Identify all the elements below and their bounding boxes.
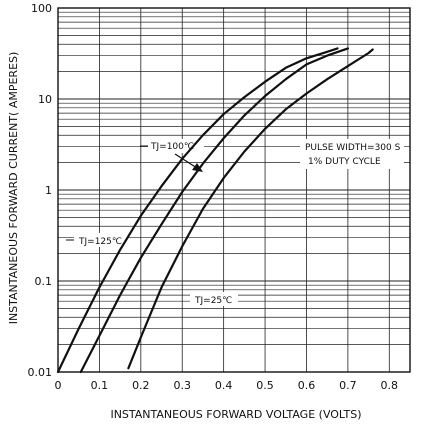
- series-line-0: [56, 47, 339, 374]
- grid: [57, 8, 410, 373]
- x-tick-label: 0.7: [339, 379, 357, 392]
- y-tick-label: 0.1: [35, 275, 53, 288]
- annotation-pulse-width: PULSE WIDTH=300 S: [305, 143, 401, 153]
- x-tick-label: 0.8: [381, 379, 399, 392]
- series-line-1: [79, 47, 349, 374]
- y-tick-label: 0.01: [28, 366, 53, 379]
- series-line-2: [127, 48, 374, 370]
- y-tick-label: 100: [31, 2, 52, 15]
- x-tick-label: 0.2: [132, 379, 150, 392]
- label-tj125-text: TJ=125℃: [78, 237, 122, 247]
- annotation-duty-cycle: 1% DUTY CYCLE: [308, 157, 381, 167]
- tick-labels: 0 0.1 0.2 0.3 0.4 0.5 0.6 0.7 0.8 0.01 0.1 1 10 100: [28, 2, 399, 392]
- x-tick-label: 0.5: [256, 379, 274, 392]
- label-tj100-arrow-line: [174, 153, 198, 169]
- annotation-pulse: PULSE WIDTH=300 S 1% DUTY CYCLE: [300, 139, 404, 169]
- label-tj125: TJ=125℃: [66, 233, 128, 247]
- label-tj100-text: TJ=100℃: [150, 142, 194, 152]
- curves: [56, 47, 374, 374]
- label-tj25-text: TJ=25℃: [194, 296, 232, 306]
- x-tick-label: 0.6: [298, 379, 316, 392]
- y-tick-label: 1: [45, 184, 52, 197]
- label-tj100-arrowhead: [192, 163, 203, 172]
- curve-labels: TJ=125℃ TJ=100℃ TJ=25℃ PULSE WIDTH=300 S…: [66, 139, 404, 306]
- y-axis-title: INSTANTANEOUS FORWARD CURRENT( AMPERES): [7, 52, 20, 325]
- plot-frame: [57, 7, 411, 373]
- x-tick-label: 0.3: [173, 379, 191, 392]
- x-tick-label: 0.1: [91, 379, 109, 392]
- label-tj25: TJ=25℃: [190, 292, 238, 306]
- x-axis-title: INSTANTANEOUS FORWARD VOLTAGE (VOLTS): [110, 408, 361, 421]
- y-tick-label: 10: [38, 93, 52, 106]
- x-tick-label: 0.4: [215, 379, 233, 392]
- x-tick-label: 0: [55, 379, 62, 392]
